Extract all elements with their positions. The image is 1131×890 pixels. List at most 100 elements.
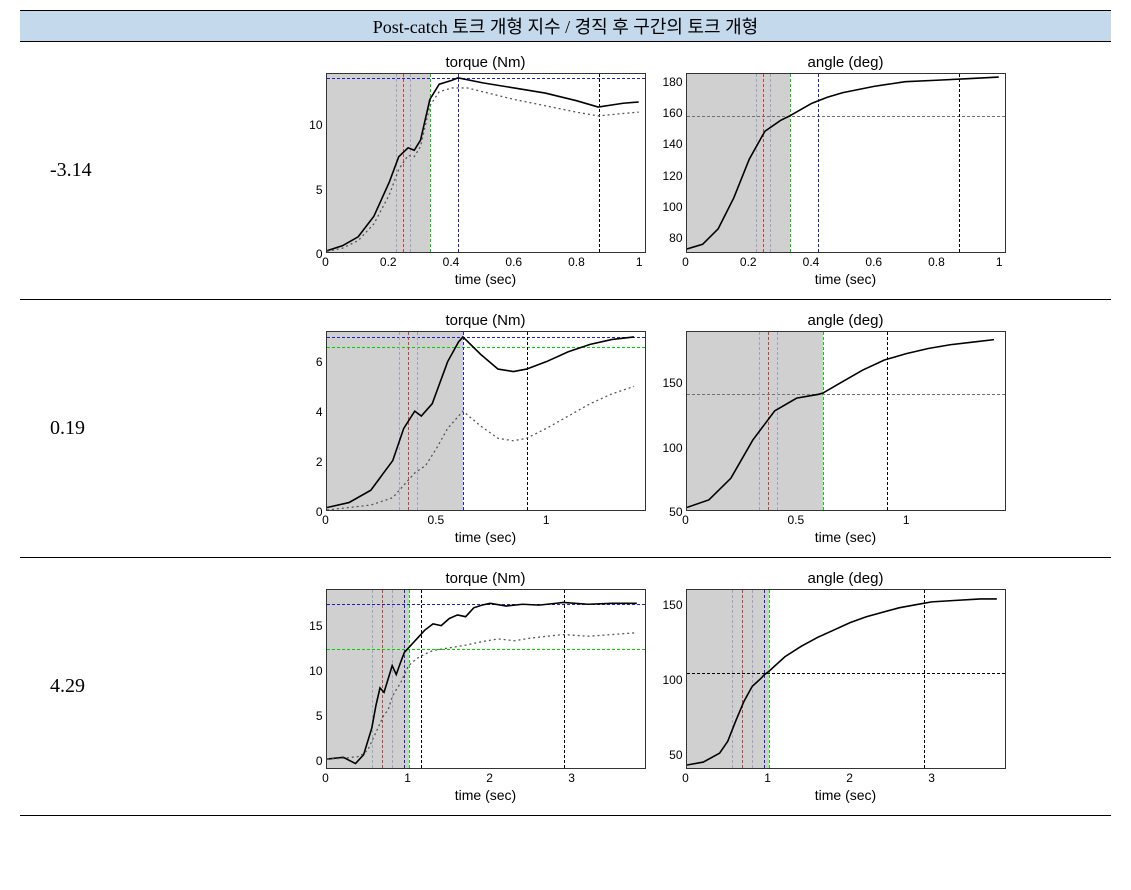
y-tick: 2 xyxy=(316,455,323,469)
x-tick: 0.8 xyxy=(568,255,585,269)
chart-title: torque (Nm) xyxy=(326,312,646,329)
x-tick: 1 xyxy=(404,771,411,785)
dotted-trace xyxy=(327,386,634,510)
y-axis: 50 100 150 xyxy=(651,590,687,768)
x-tick: 3 xyxy=(568,771,575,785)
x-tick: 0 xyxy=(322,513,329,527)
chart: angle (deg)8010012014016018000.20.40.60.… xyxy=(686,54,1006,287)
y-tick: 150 xyxy=(662,376,682,390)
x-axis: 00.51 xyxy=(686,511,1006,529)
x-tick: 0.4 xyxy=(443,255,460,269)
trace-svg xyxy=(327,590,645,768)
solid-trace xyxy=(687,340,994,508)
y-tick: 5 xyxy=(316,183,323,197)
x-tick: 1 xyxy=(543,513,550,527)
x-axis: 00.51 xyxy=(326,511,646,529)
x-tick: 0.2 xyxy=(740,255,757,269)
table-header: Post-catch 토크 개형 지수 / 경직 후 구간의 토크 개형 xyxy=(20,10,1111,42)
table-row: 0.19torque (Nm)024600.51time (sec)angle … xyxy=(20,300,1111,558)
plot-area: 0246 xyxy=(326,331,646,511)
x-tick: 1 xyxy=(636,255,643,269)
plot-area: 0510 xyxy=(326,73,646,253)
y-tick: 10 xyxy=(309,664,322,678)
x-label: time (sec) xyxy=(326,271,646,287)
x-tick: 3 xyxy=(928,771,935,785)
header-text: Post-catch 토크 개형 지수 / 경직 후 구간의 토크 개형 xyxy=(373,17,758,37)
x-label: time (sec) xyxy=(326,787,646,803)
table-row: -3.14torque (Nm)051000.20.40.60.81time (… xyxy=(20,42,1111,300)
y-tick: 50 xyxy=(669,748,682,762)
x-label: time (sec) xyxy=(686,271,1006,287)
y-axis: 0 5 10 15 xyxy=(291,590,327,768)
y-tick: 4 xyxy=(316,405,323,419)
solid-trace xyxy=(327,602,637,763)
chart: torque (Nm)0510150123time (sec) xyxy=(326,570,646,803)
y-tick: 100 xyxy=(662,673,682,687)
x-tick: 2 xyxy=(846,771,853,785)
plot-area: 50100150 xyxy=(686,589,1006,769)
trace-svg xyxy=(327,332,645,510)
y-tick: 10 xyxy=(309,118,322,132)
x-label: time (sec) xyxy=(686,529,1006,545)
y-axis: 0246 xyxy=(291,332,327,510)
x-label: time (sec) xyxy=(686,787,1006,803)
row-label: 0.19 xyxy=(20,417,220,440)
chart-title: angle (deg) xyxy=(686,54,1006,71)
chart: angle (deg)501001500123time (sec) xyxy=(686,570,1006,803)
x-axis: 0123 xyxy=(326,769,646,787)
rows-container: -3.14torque (Nm)051000.20.40.60.81time (… xyxy=(20,42,1111,816)
chart-title: angle (deg) xyxy=(686,312,1006,329)
x-tick: 0 xyxy=(682,513,689,527)
y-tick: 5 xyxy=(316,709,323,723)
trace-svg xyxy=(327,74,645,252)
solid-trace xyxy=(327,337,634,508)
y-tick: 15 xyxy=(309,619,322,633)
trace-svg xyxy=(687,74,1005,252)
table-row: 4.29torque (Nm)0510150123time (sec)angle… xyxy=(20,558,1111,816)
y-axis: 0510 xyxy=(291,74,327,252)
y-tick: 80 xyxy=(669,231,682,245)
chart-title: torque (Nm) xyxy=(326,54,646,71)
plot-area: 80100120140160180 xyxy=(686,73,1006,253)
plot-area: 051015 xyxy=(326,589,646,769)
y-tick: 6 xyxy=(316,355,323,369)
x-tick: 1 xyxy=(996,255,1003,269)
y-tick: 150 xyxy=(662,598,682,612)
trace-svg xyxy=(687,590,1005,768)
x-tick: 0 xyxy=(682,255,689,269)
charts-cell: torque (Nm)024600.51time (sec)angle (deg… xyxy=(220,312,1111,545)
charts-cell: torque (Nm)051000.20.40.60.81time (sec)a… xyxy=(220,54,1111,287)
chart: angle (deg) 5010015000.51time (sec) xyxy=(686,312,1006,545)
x-tick: 0.2 xyxy=(380,255,397,269)
x-tick: 2 xyxy=(486,771,493,785)
solid-trace xyxy=(687,599,997,765)
y-tick: 120 xyxy=(662,169,682,183)
trace-svg xyxy=(687,332,1005,510)
y-tick: 100 xyxy=(662,441,682,455)
row-label: 4.29 xyxy=(20,675,220,698)
y-tick: 160 xyxy=(662,106,682,120)
y-tick: 100 xyxy=(662,200,682,214)
x-tick: 0 xyxy=(322,771,329,785)
x-tick: 0.5 xyxy=(788,513,805,527)
x-tick: 1 xyxy=(764,771,771,785)
dotted-trace xyxy=(327,88,639,251)
y-tick: 50 xyxy=(669,505,682,519)
x-axis: 0123 xyxy=(686,769,1006,787)
solid-trace xyxy=(687,77,999,249)
chart-title: angle (deg) xyxy=(686,570,1006,587)
chart: torque (Nm)051000.20.40.60.81time (sec) xyxy=(326,54,646,287)
y-tick: 180 xyxy=(662,75,682,89)
x-label: time (sec) xyxy=(326,529,646,545)
charts-cell: torque (Nm)0510150123time (sec)angle (de… xyxy=(220,570,1111,803)
chart-title: torque (Nm) xyxy=(326,570,646,587)
x-tick: 1 xyxy=(903,513,910,527)
x-tick: 0 xyxy=(682,771,689,785)
y-tick: 0 xyxy=(316,754,323,768)
plot-area: 50100150 xyxy=(686,331,1006,511)
row-label: -3.14 xyxy=(20,159,220,182)
y-tick: 140 xyxy=(662,137,682,151)
x-tick: 0 xyxy=(322,255,329,269)
dotted-trace xyxy=(327,633,637,759)
x-tick: 0.8 xyxy=(928,255,945,269)
